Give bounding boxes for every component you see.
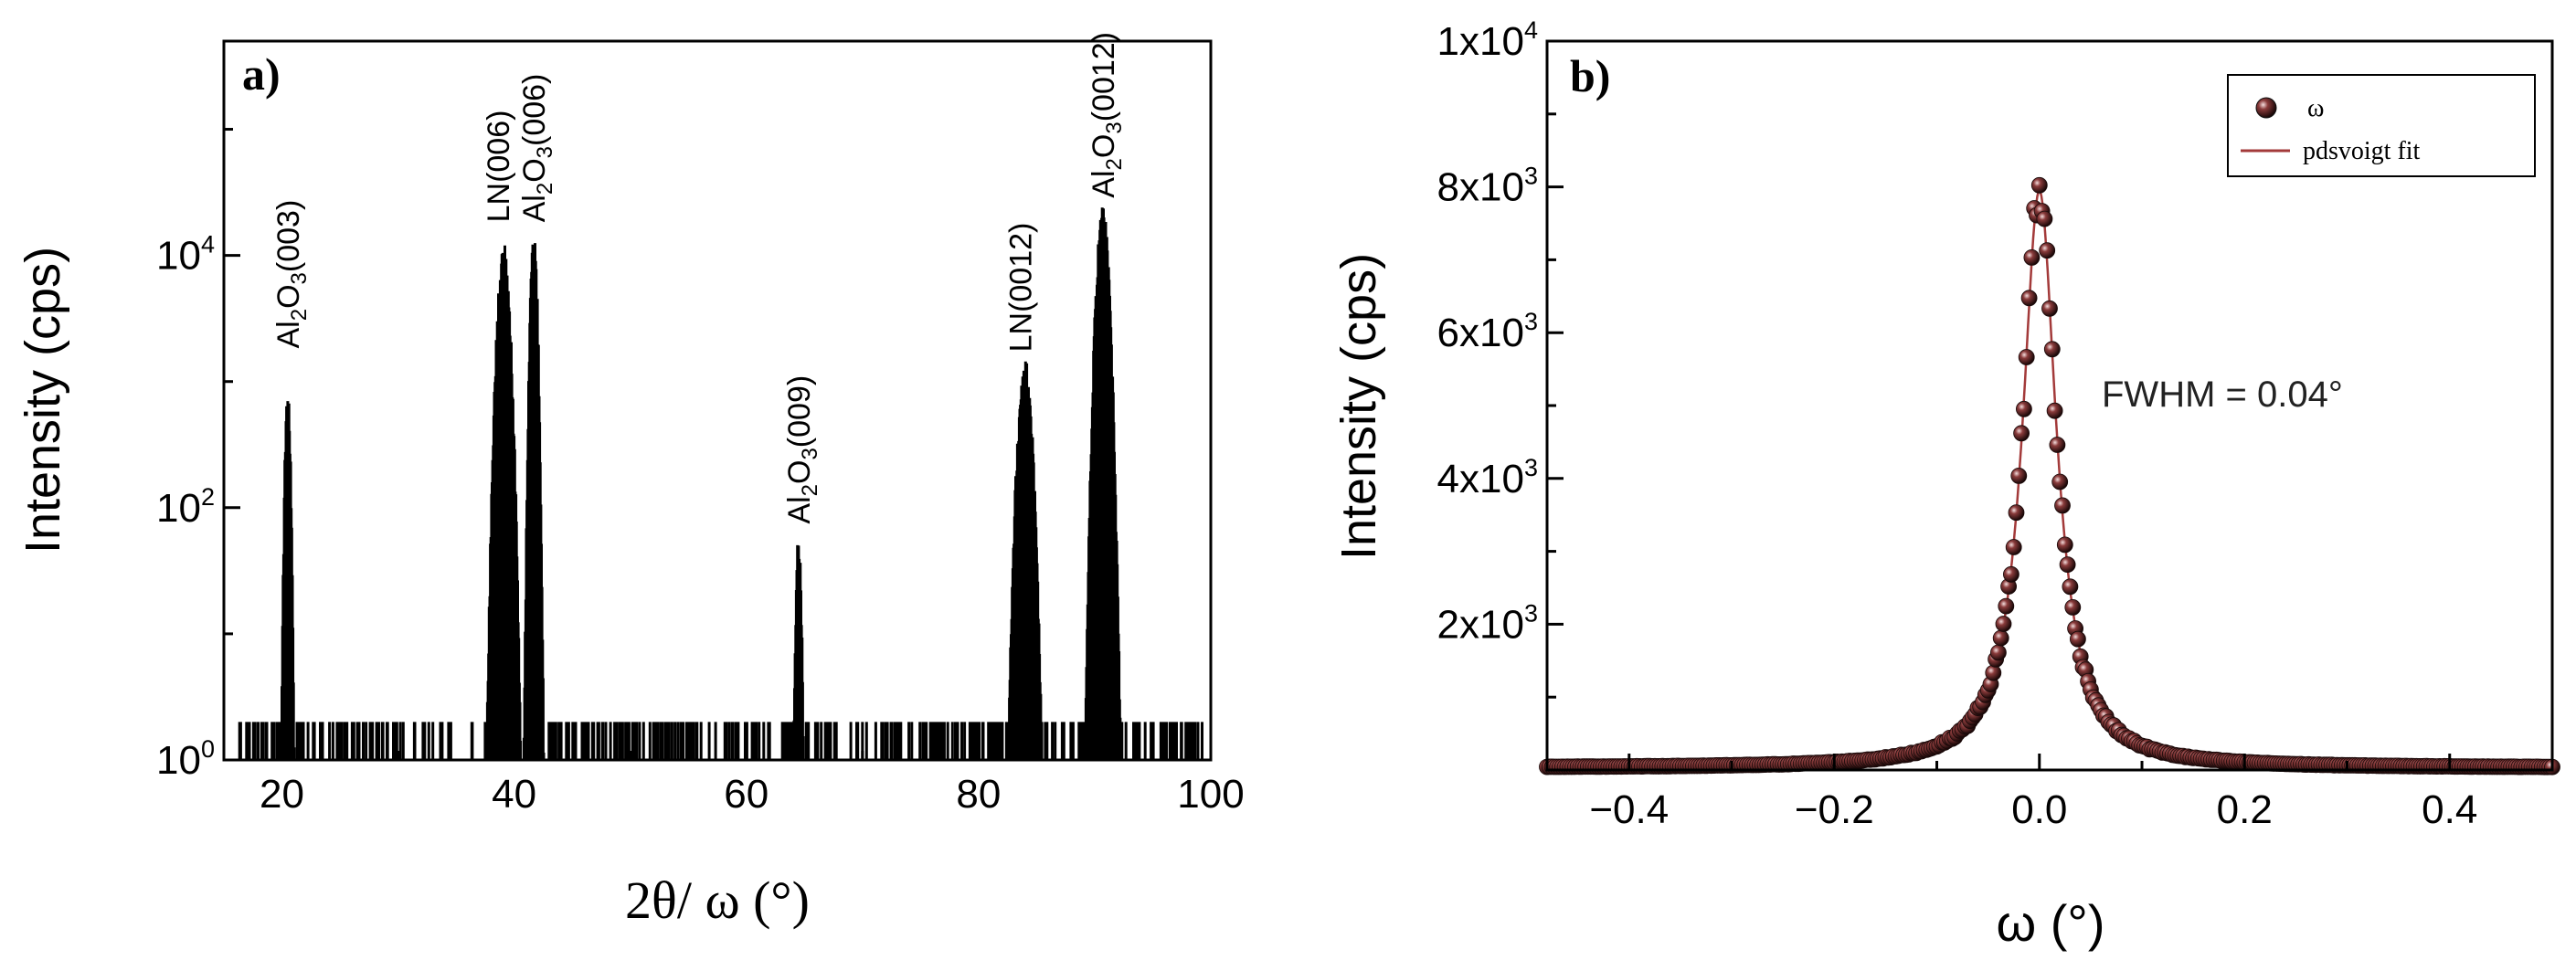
a-y-axis-ticks: 100 102 104: [156, 128, 240, 783]
b-data-point: [2023, 248, 2041, 266]
a-y-tick-label: 102: [156, 483, 215, 531]
b-data-point: [2043, 341, 2061, 358]
b-data-point: [2036, 210, 2053, 227]
b-data-point: [2015, 400, 2032, 417]
a-x-axis-ticks: 20 40 60 80 100: [260, 744, 1245, 817]
b-legend-box: [2227, 74, 2536, 177]
b-data-point: [1998, 597, 2015, 615]
a-panel-label: a): [242, 48, 281, 100]
a-x-tick-label: 100: [1177, 772, 1244, 817]
a-y-axis-title: Intensity (cps): [16, 247, 70, 554]
b-data-point: [1995, 616, 2012, 632]
b-fit-curve: [1547, 188, 2551, 768]
b-fit-layer: [1547, 188, 2551, 768]
b-data-point: [2005, 539, 2022, 555]
b-y-tick-label: 4x103: [1437, 454, 1538, 501]
b-x-axis-ticks: −0.4 −0.2 0.0 0.2 0.4: [1589, 754, 2554, 832]
b-y-tick-label: 8x103: [1437, 163, 1538, 210]
b-data-point: [2039, 242, 2056, 259]
b-data-point: [2069, 630, 2086, 648]
b-data-point: [2002, 565, 2019, 583]
b-x-tick-label: −0.4: [1589, 787, 1669, 832]
b-plot-frame: [1545, 39, 2554, 772]
b-data-point: [2054, 497, 2071, 514]
b-x-tick-label: −0.2: [1795, 787, 1874, 832]
b-data-point: [2018, 349, 2035, 365]
a-peak-label: Al2O3(006): [517, 74, 557, 223]
a-peak-label: LN(0012): [1004, 223, 1039, 353]
b-x-tick-label: 0.4: [2422, 787, 2477, 832]
b-data-point: [1992, 629, 2009, 647]
b-panel-label: b): [1570, 50, 1610, 101]
b-y-tick-label: 6x103: [1437, 308, 1538, 355]
b-y-tick-label: 2x103: [1437, 599, 1538, 647]
b-data-point: [1989, 644, 2007, 661]
b-fwhm-annotation: FWHM = 0.04°: [2102, 375, 2343, 415]
b-data-point: [2041, 300, 2058, 317]
b-data-point: [2062, 578, 2079, 596]
b-data-point: [2051, 473, 2069, 491]
a-x-tick-label: 80: [956, 772, 1001, 817]
panel-b-chart: −0.4 −0.2 0.0 0.2 0.4 2x103 4x103 6x103 8x103 1x…: [1331, 16, 2560, 952]
b-data-point: [2064, 599, 2082, 616]
b-y-axis-ticks: 2x103 4x103 6x103 8x103 1x104: [1437, 16, 1564, 699]
a-x-tick-label: 20: [260, 772, 304, 817]
b-x-tick-label: 0.0: [2011, 787, 2067, 832]
b-data-point: [2020, 290, 2038, 307]
b-data-point: [2049, 437, 2066, 453]
b-data-point: [2010, 468, 2028, 484]
b-legend: ω pdsvoigt fit: [2227, 74, 2536, 177]
a-x-tick-label: 40: [492, 772, 536, 817]
a-y-tick-label: 104: [156, 231, 215, 279]
b-data-point: [2059, 556, 2076, 573]
b-legend-label-fit: pdsvoigt fit: [2303, 137, 2421, 165]
b-data-point: [2013, 425, 2030, 442]
b-data-point: [2030, 176, 2048, 194]
a-peak-label: Al2O3(003): [271, 200, 312, 349]
b-legend-label-data: ω: [2307, 94, 2324, 122]
b-points-layer: [1539, 176, 2560, 775]
a-peak-annotations: Al2O3(003) LN(006) Al2O3(006) Al2O3(009) LN(…: [271, 32, 1127, 524]
a-peak-label: Al2O3(0012): [1087, 32, 1127, 198]
a-data-layer: [238, 207, 1203, 760]
a-x-axis-title: 2θ/ ω (°): [625, 870, 810, 930]
b-data-point: [2046, 402, 2063, 419]
a-plot-frame: [222, 39, 1213, 762]
b-legend-marker: [2255, 97, 2277, 119]
b-y-axis-title: Intensity (cps): [1331, 253, 1386, 560]
b-x-axis-title: ω (°): [1997, 894, 2105, 952]
a-spectrum-line: [238, 207, 1203, 760]
a-x-tick-label: 60: [724, 772, 769, 817]
b-data-point: [2056, 536, 2073, 554]
a-peak-label: Al2O3(009): [782, 375, 822, 524]
b-data-point: [1985, 664, 2002, 681]
a-peak-label: LN(006): [482, 111, 516, 223]
b-x-tick-label: 0.2: [2217, 787, 2273, 832]
b-data-point: [2008, 504, 2025, 522]
b-y-tick-label: 1x104: [1437, 16, 1538, 64]
a-y-tick-label: 100: [156, 735, 215, 783]
